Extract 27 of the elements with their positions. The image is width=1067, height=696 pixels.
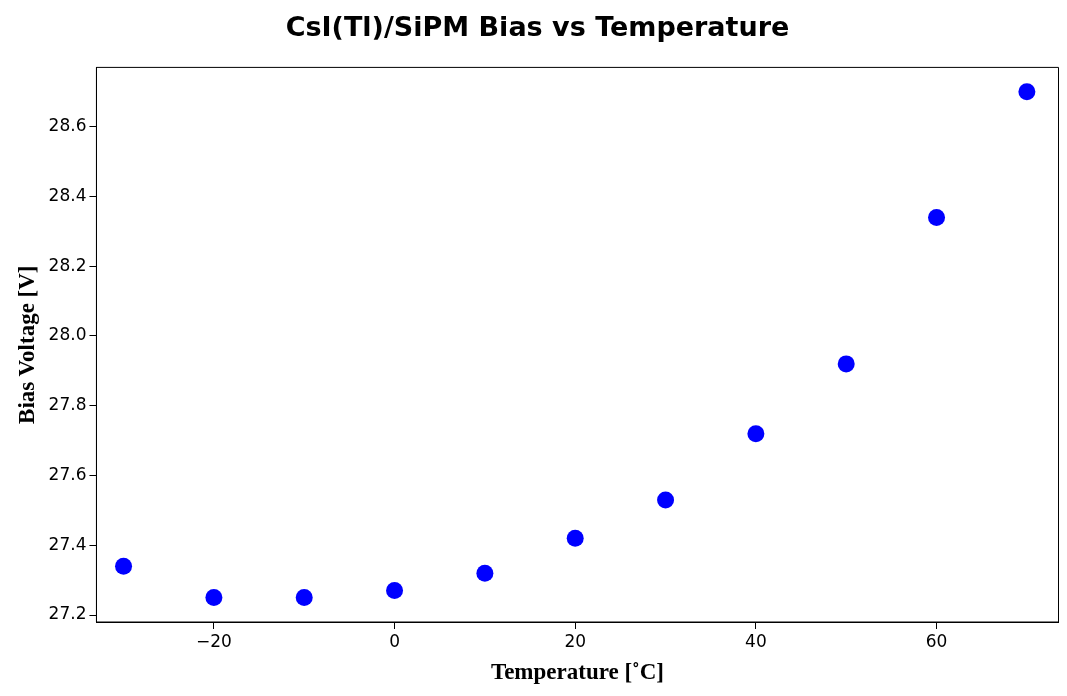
x-tick-label: 40 xyxy=(745,630,767,651)
y-tick-label: 28.0 xyxy=(48,324,87,345)
point xyxy=(386,582,404,600)
point xyxy=(205,589,223,607)
y-tick-label: 28.2 xyxy=(48,254,87,275)
chart-title: CsI(Tl)/SiPM Bias vs Temperature xyxy=(285,11,790,43)
y-tick-label: 28.4 xyxy=(48,184,87,205)
point xyxy=(837,355,855,373)
y-tick-label: 27.8 xyxy=(48,394,87,415)
point xyxy=(295,589,313,607)
point xyxy=(657,491,675,509)
x-tick-label: −20 xyxy=(195,630,232,651)
y-axis-title: Bias Voltage [V] xyxy=(13,265,39,424)
point xyxy=(476,564,494,582)
x-axis-title: Temperature [˚C] xyxy=(490,659,665,685)
x-tick-label: 0 xyxy=(389,630,400,651)
y-tick-label: 27.6 xyxy=(48,463,87,484)
x-tick-label: 60 xyxy=(925,630,948,651)
x-tick-label: 20 xyxy=(564,630,587,651)
point xyxy=(747,425,765,443)
point xyxy=(115,557,133,575)
point xyxy=(566,529,584,547)
point xyxy=(1018,83,1036,101)
y-tick-label: 27.2 xyxy=(48,603,87,624)
y-tick-label: 28.6 xyxy=(48,115,87,136)
point xyxy=(928,208,946,226)
y-tick-label: 27.4 xyxy=(48,533,87,554)
